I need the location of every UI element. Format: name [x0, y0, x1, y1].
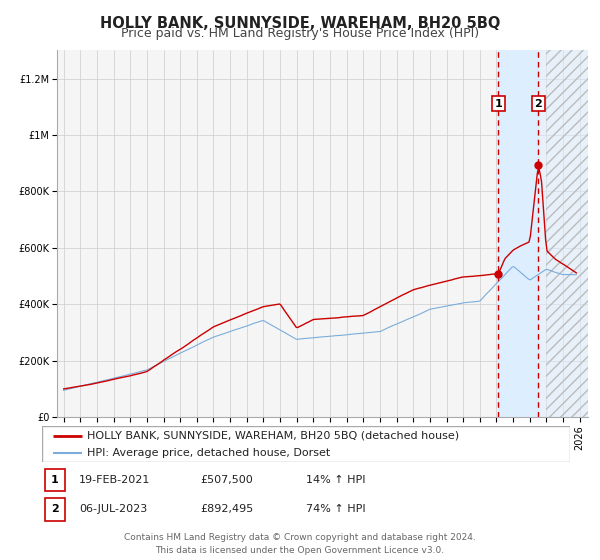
Bar — [547, 50, 588, 417]
Text: HPI: Average price, detached house, Dorset: HPI: Average price, detached house, Dors… — [87, 448, 330, 458]
Bar — [499, 50, 538, 417]
Text: This data is licensed under the Open Government Licence v3.0.: This data is licensed under the Open Gov… — [155, 546, 445, 555]
Text: 2: 2 — [51, 505, 59, 515]
Text: 2: 2 — [535, 99, 542, 109]
Text: 19-FEB-2021: 19-FEB-2021 — [79, 475, 151, 485]
Text: £892,495: £892,495 — [200, 505, 254, 515]
Text: Contains HM Land Registry data © Crown copyright and database right 2024.: Contains HM Land Registry data © Crown c… — [124, 533, 476, 542]
Bar — [44, 469, 65, 491]
Bar — [538, 50, 588, 417]
Text: HOLLY BANK, SUNNYSIDE, WAREHAM, BH20 5BQ: HOLLY BANK, SUNNYSIDE, WAREHAM, BH20 5BQ — [100, 16, 500, 31]
Text: 1: 1 — [494, 99, 502, 109]
Text: HOLLY BANK, SUNNYSIDE, WAREHAM, BH20 5BQ (detached house): HOLLY BANK, SUNNYSIDE, WAREHAM, BH20 5BQ… — [87, 431, 459, 441]
Bar — [44, 498, 65, 521]
Text: 1: 1 — [51, 475, 59, 485]
Text: 06-JUL-2023: 06-JUL-2023 — [79, 505, 147, 515]
Text: Price paid vs. HM Land Registry's House Price Index (HPI): Price paid vs. HM Land Registry's House … — [121, 27, 479, 40]
Text: 74% ↑ HPI: 74% ↑ HPI — [306, 505, 365, 515]
Text: 14% ↑ HPI: 14% ↑ HPI — [306, 475, 365, 485]
Text: £507,500: £507,500 — [200, 475, 253, 485]
